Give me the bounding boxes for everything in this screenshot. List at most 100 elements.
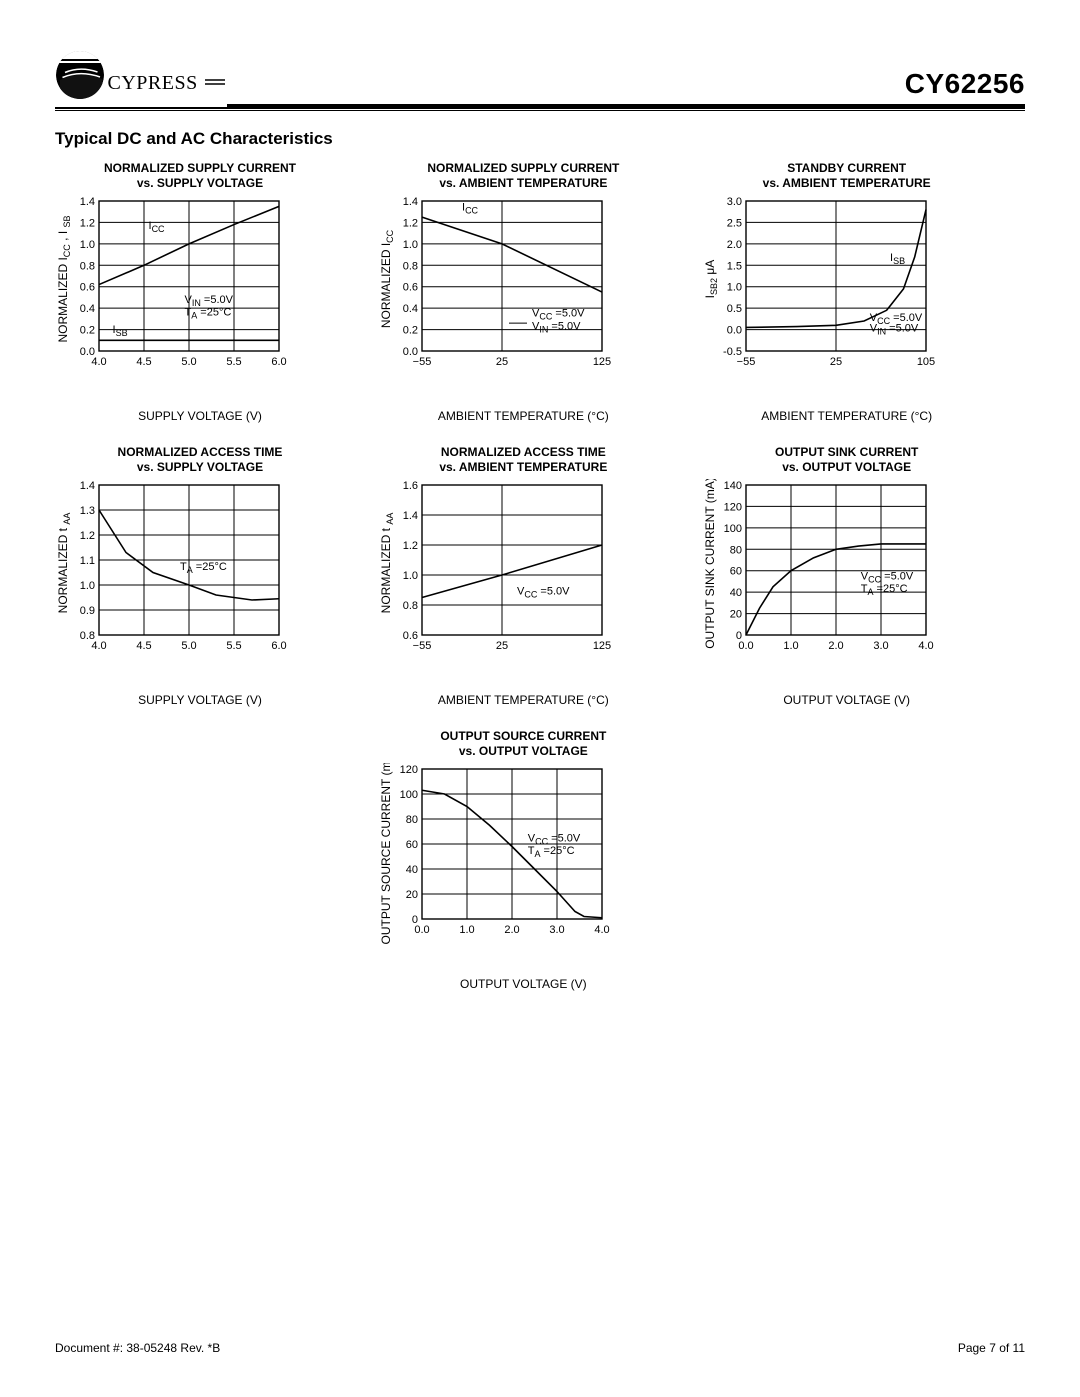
x-axis-label: OUTPUT VOLTAGE (V) [702,693,992,707]
x-axis-label: AMBIENT TEMPERATURE (°C) [378,409,668,423]
chart-c4: NORMALIZED ACCESS TIME vs. SUPPLY VOLTAG… [55,445,345,707]
svg-text:25: 25 [496,640,508,652]
svg-text:1.0: 1.0 [403,239,418,251]
svg-text:100: 100 [723,523,741,535]
page-footer: Document #: 38-05248 Rev. *B Page 7 of 1… [55,1341,1025,1355]
svg-text:1.5: 1.5 [726,260,741,272]
charts-grid: NORMALIZED SUPPLY CURRENT vs. SUPPLY VOL… [55,161,995,991]
svg-text:2.5: 2.5 [726,217,741,229]
svg-text:1.4: 1.4 [80,480,95,492]
svg-text:0.4: 0.4 [80,303,95,315]
svg-text:3.0: 3.0 [726,196,741,208]
chart-plot: 0.00.20.40.60.81.01.21.44.04.55.05.56.0I… [55,195,345,405]
svg-text:NORMALIZED t AA: NORMALIZED t AA [379,513,395,614]
svg-text:0.0: 0.0 [415,924,430,936]
svg-text:0.2: 0.2 [80,325,95,337]
svg-text:25: 25 [496,356,508,368]
svg-text:60: 60 [729,566,741,578]
brand-logo: CYPRESS [55,50,225,100]
svg-text:4.5: 4.5 [136,640,151,652]
svg-text:1.1: 1.1 [80,555,95,567]
svg-text:1.0: 1.0 [460,924,475,936]
svg-text:ICC: ICC [462,202,479,216]
svg-text:80: 80 [406,814,418,826]
svg-text:1.0: 1.0 [80,239,95,251]
svg-text:120: 120 [723,501,741,513]
chart-title: NORMALIZED ACCESS TIME vs. SUPPLY VOLTAG… [55,445,345,475]
svg-text:0.6: 0.6 [80,282,95,294]
cypress-logo-icon: CYPRESS [55,50,225,100]
svg-text:100: 100 [400,789,418,801]
svg-text:6.0: 6.0 [271,356,286,368]
chart-plot: -0.50.00.51.01.52.02.53.0−5525105ISBVCC … [702,195,992,405]
datasheet-page: CYPRESS CY62256 Typical DC and AC Charac… [0,0,1080,1397]
svg-text:140: 140 [723,480,741,492]
x-axis-label: SUPPLY VOLTAGE (V) [55,693,345,707]
chart-title: NORMALIZED ACCESS TIME vs. AMBIENT TEMPE… [378,445,668,475]
svg-text:1.4: 1.4 [80,196,95,208]
svg-text:0.8: 0.8 [403,260,418,272]
svg-text:120: 120 [400,764,418,776]
svg-text:0.0: 0.0 [738,640,753,652]
svg-text:2.0: 2.0 [828,640,843,652]
svg-text:0.2: 0.2 [403,325,418,337]
svg-text:OUTPUT SOURCE CURRENT (mA): OUTPUT SOURCE CURRENT (mA) [379,763,393,944]
svg-text:20: 20 [406,889,418,901]
svg-text:1.4: 1.4 [403,196,418,208]
svg-text:ISB: ISB [890,252,905,266]
svg-text:40: 40 [729,587,741,599]
svg-text:5.5: 5.5 [226,640,241,652]
svg-text:3.0: 3.0 [873,640,888,652]
chart-plot: 0.60.81.01.21.41.6−5525125VCC =5.0VNORMA… [378,479,668,689]
chart-plot: 0204060801001200.01.02.03.04.0VCC =5.0VT… [378,763,668,973]
svg-text:1.0: 1.0 [783,640,798,652]
svg-text:1.2: 1.2 [80,217,95,229]
section-title: Typical DC and AC Characteristics [55,129,1025,149]
chart-title: NORMALIZED SUPPLY CURRENT vs. SUPPLY VOL… [55,161,345,191]
chart-c5: NORMALIZED ACCESS TIME vs. AMBIENT TEMPE… [378,445,668,707]
svg-text:TA =25°C: TA =25°C [528,845,575,859]
svg-text:3.0: 3.0 [550,924,565,936]
svg-text:1.4: 1.4 [403,510,418,522]
chart-c6: OUTPUT SINK CURRENT vs. OUTPUT VOLTAGE02… [702,445,992,707]
svg-text:25: 25 [830,356,842,368]
svg-text:20: 20 [729,609,741,621]
x-axis-label: SUPPLY VOLTAGE (V) [55,409,345,423]
chart-c1: NORMALIZED SUPPLY CURRENT vs. SUPPLY VOL… [55,161,345,423]
chart-title: NORMALIZED SUPPLY CURRENT vs. AMBIENT TE… [378,161,668,191]
brand-text: CYPRESS [108,72,198,94]
svg-text:−55: −55 [413,640,432,652]
svg-text:0.9: 0.9 [80,605,95,617]
header-rule [55,107,1025,111]
svg-text:0.4: 0.4 [403,303,418,315]
svg-text:105: 105 [916,356,934,368]
svg-text:NORMALIZED ICC , I SB: NORMALIZED ICC , I SB [56,215,72,342]
svg-text:80: 80 [729,544,741,556]
x-axis-label: AMBIENT TEMPERATURE (°C) [702,409,992,423]
svg-text:0.5: 0.5 [726,303,741,315]
x-axis-label: OUTPUT VOLTAGE (V) [378,977,668,991]
svg-text:OUTPUT SINK CURRENT (mA): OUTPUT SINK CURRENT (mA) [703,479,717,649]
svg-text:1.6: 1.6 [403,480,418,492]
svg-text:1.3: 1.3 [80,505,95,517]
svg-text:−55: −55 [413,356,432,368]
page-header: CYPRESS CY62256 [55,50,1025,101]
svg-text:TA =25°C: TA =25°C [185,307,232,321]
svg-text:TA =25°C: TA =25°C [180,561,227,575]
svg-text:1.2: 1.2 [403,540,418,552]
svg-text:0.0: 0.0 [726,325,741,337]
chart-plot: 0.80.91.01.11.21.31.44.04.55.05.56.0TA =… [55,479,345,689]
svg-text:2.0: 2.0 [726,239,741,251]
chart-plot: 0.00.20.40.60.81.01.21.4−5525125ICCVCC =… [378,195,668,405]
svg-text:2.0: 2.0 [505,924,520,936]
svg-text:0.6: 0.6 [403,282,418,294]
svg-text:1.2: 1.2 [403,217,418,229]
svg-text:0.8: 0.8 [80,260,95,272]
svg-text:NORMALIZED ICC: NORMALIZED ICC [379,229,395,328]
chart-title: OUTPUT SINK CURRENT vs. OUTPUT VOLTAGE [702,445,992,475]
svg-text:6.0: 6.0 [271,640,286,652]
page-number: Page 7 of 11 [958,1341,1025,1355]
svg-text:5.5: 5.5 [226,356,241,368]
chart-c2: NORMALIZED SUPPLY CURRENT vs. AMBIENT TE… [378,161,668,423]
svg-text:ISB: ISB [113,324,128,338]
